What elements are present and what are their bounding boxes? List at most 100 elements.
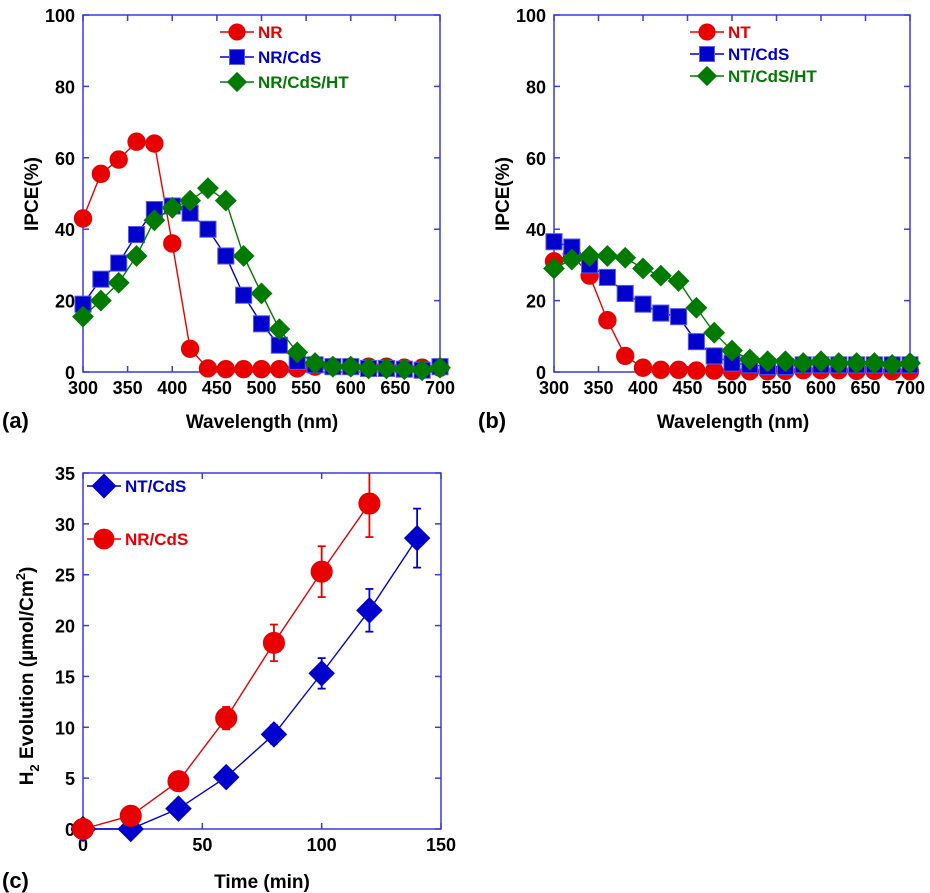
data-point [215, 707, 238, 730]
data-point [375, 357, 398, 380]
y-tick-label: 0 [65, 820, 75, 840]
series-nt-cds [71, 507, 431, 843]
x-tick-label: 700 [425, 378, 455, 398]
data-point [827, 352, 850, 374]
x-tick-label: 650 [850, 378, 880, 398]
legend: NR NR/CdS NR/CdS/HT [220, 23, 349, 93]
data-point [260, 721, 288, 748]
legend: NT/CdS NR/CdS [87, 473, 188, 550]
data-point [705, 347, 723, 365]
data-point [217, 247, 235, 265]
y-tick-label: 5 [65, 769, 75, 789]
legend-marker-diamond-icon [226, 71, 248, 93]
data-point [667, 270, 690, 292]
data-point [180, 339, 200, 358]
data-point [356, 597, 383, 624]
x-tick-label: 100 [307, 835, 337, 855]
x-tick-label: 600 [806, 378, 836, 398]
data-point [863, 352, 886, 374]
data-point [286, 341, 309, 364]
data-point [403, 524, 431, 552]
data-point [614, 246, 637, 269]
data-point [91, 164, 111, 184]
data-point [358, 492, 381, 515]
series-nt-cds-ht [543, 245, 921, 376]
x-tick-label: 300 [68, 378, 98, 398]
data-point [632, 257, 654, 280]
data-point [598, 268, 616, 286]
data-point [669, 360, 688, 380]
legend-label: NT [728, 23, 751, 42]
data-point [89, 289, 112, 312]
panel-label-a: (a) [2, 408, 29, 433]
x-tick-label: 450 [672, 378, 702, 398]
x-tick-label: 300 [539, 378, 569, 398]
data-point [393, 358, 416, 381]
y-tick-label: 60 [526, 149, 546, 169]
data-point [429, 356, 451, 379]
data-point [252, 359, 271, 379]
x-tick-label: 650 [380, 378, 410, 398]
panel-a: (a) Wavelength (nm) IPCE(%) 300 350 400 450… [2, 6, 455, 433]
legend-marker-circle-icon [93, 528, 115, 550]
data-point [92, 270, 110, 288]
data-point [578, 245, 601, 267]
x-tick-label: 400 [157, 378, 187, 398]
data-point [543, 257, 565, 280]
data-point [212, 763, 240, 791]
data-point [687, 361, 706, 380]
x-axis-title-a: Wavelength (nm) [186, 412, 338, 433]
x-tick-label: 150 [426, 835, 456, 855]
y-tick-label: 60 [55, 149, 75, 169]
data-point [262, 631, 285, 654]
panel-label-c: (c) [2, 868, 29, 893]
data-point [703, 321, 726, 344]
data-point [143, 209, 166, 232]
y-tick-label: 0 [65, 363, 75, 383]
data-point [649, 264, 672, 287]
y-tick-label: 15 [55, 667, 75, 687]
data-point [179, 189, 202, 212]
data-point [705, 361, 724, 380]
data-point [109, 150, 128, 169]
series-line [82, 187, 441, 371]
data-point [339, 355, 362, 378]
data-point [899, 352, 921, 374]
x-tick-label: 600 [336, 378, 366, 398]
x-axis-title-b: Wavelength (nm) [657, 412, 809, 433]
data-point [633, 358, 653, 377]
legend-marker-square-icon [699, 46, 715, 62]
y-tick-label: 10 [55, 718, 75, 738]
data-point [598, 311, 617, 330]
data-point [616, 346, 635, 366]
data-point [216, 359, 235, 379]
data-point [252, 315, 271, 333]
series-nr-cds [71, 473, 381, 841]
y-tick-label: 40 [526, 220, 546, 240]
data-point [792, 352, 815, 374]
data-point [670, 308, 688, 326]
legend: NT NT/CdS NT/CdS/HT [690, 23, 817, 87]
legend-label: NR/CdS [125, 530, 188, 549]
data-point [107, 271, 130, 294]
y-tick-label: 100 [45, 6, 75, 26]
data-point [774, 350, 797, 373]
x-tick-label: 400 [628, 378, 658, 398]
plot-frame [82, 472, 442, 830]
legend-marker-square-icon [229, 49, 245, 65]
y-axis-title-c-sub: 2 [27, 764, 42, 771]
x-tick-label: 50 [192, 835, 212, 855]
data-point [71, 817, 95, 841]
series-line [83, 537, 418, 830]
data-point [197, 177, 219, 200]
series-nr-cds-ht [72, 177, 451, 382]
legend-marker-diamond-icon [696, 65, 718, 87]
y-axis-title-c-mid: Evolution (µmol/Cm [17, 580, 38, 764]
data-point [128, 226, 146, 244]
data-point [250, 282, 273, 305]
legend-label: NR/CdS [258, 48, 321, 67]
x-tick-label: 450 [202, 378, 232, 398]
data-point [119, 804, 142, 827]
data-point [125, 245, 148, 267]
data-point [127, 132, 146, 151]
